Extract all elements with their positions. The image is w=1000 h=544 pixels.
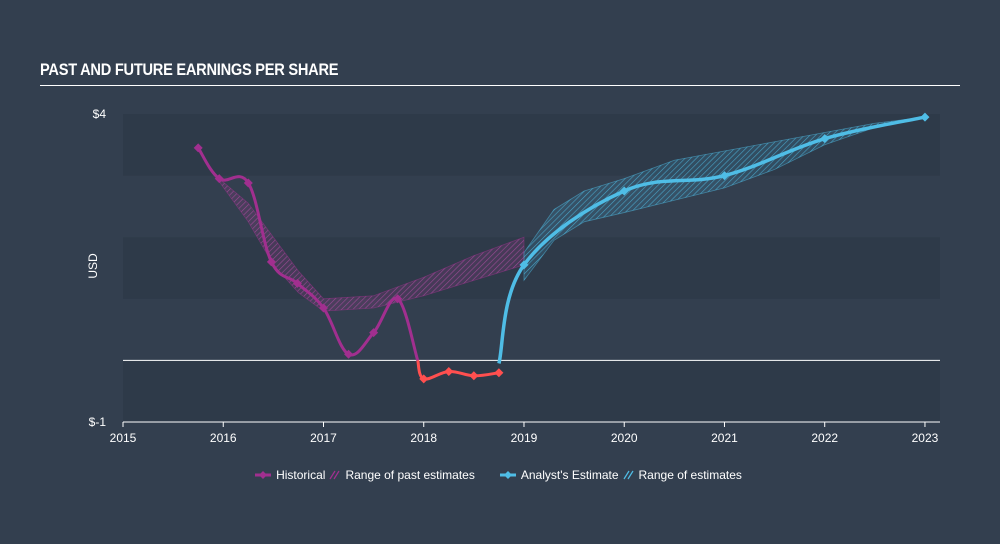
chart-title: PAST AND FUTURE EARNINGS PER SHARE [40, 60, 339, 79]
y-tick-label-bottom: $-1 [89, 415, 107, 429]
x-tick-label: 2018 [410, 431, 437, 445]
estimate-line [497, 115, 926, 364]
grid-band [123, 298, 940, 361]
legend-estimate-range-label: Range of estimates [638, 468, 742, 482]
x-tick-label: 2017 [310, 431, 337, 445]
legend-past-range-label: Range of past estimates [345, 468, 475, 482]
legend-future-group: Analyst's Estimate Range of estimates [499, 468, 746, 482]
x-tick-label: 2020 [611, 431, 638, 445]
x-tick-label: 2022 [811, 431, 838, 445]
estimate-point[interactable] [820, 134, 830, 144]
historical-point[interactable] [344, 349, 354, 359]
legend-past-group: Historical Range of past estimates [254, 468, 479, 482]
historical-point[interactable] [494, 368, 504, 378]
grid-band [123, 360, 940, 422]
estimate-range-swatch-icon [623, 470, 634, 480]
title-divider [40, 85, 960, 86]
x-tick-label: 2019 [511, 431, 538, 445]
historical-point[interactable] [469, 371, 479, 381]
x-tick-label: 2021 [711, 431, 738, 445]
historical-point[interactable] [393, 294, 403, 304]
estimate-point[interactable] [619, 186, 629, 196]
historical-line [196, 147, 420, 361]
historical-point[interactable] [214, 174, 224, 184]
historical-point[interactable] [419, 374, 429, 384]
x-axis-ticks: 2015 2016 2017 2018 2019 2020 2021 2022 2023 [110, 422, 939, 445]
historical-point[interactable] [292, 278, 302, 288]
estimate-point[interactable] [719, 171, 729, 181]
x-tick-label: 2023 [912, 431, 939, 445]
estimate-swatch-icon [499, 471, 516, 479]
y-tick-label-top: $4 [93, 107, 107, 121]
x-tick-label: 2015 [110, 431, 137, 445]
legend-historical[interactable]: Historical [254, 468, 325, 482]
legend-historical-label: Historical [276, 468, 326, 482]
y-axis-label: USD [86, 253, 100, 279]
x-tick-label: 2016 [210, 431, 237, 445]
historical-point[interactable] [193, 143, 203, 153]
series-markers [193, 112, 930, 384]
legend-estimate[interactable]: Analyst's Estimate [499, 468, 619, 482]
historical-point[interactable] [266, 257, 276, 267]
historical-point[interactable] [444, 366, 454, 376]
legend-estimate-label: Analyst's Estimate [520, 468, 619, 482]
historical-point[interactable] [318, 303, 328, 313]
historical-point[interactable] [369, 328, 379, 338]
historical-swatch-icon [255, 471, 272, 479]
estimate-point[interactable] [920, 112, 930, 122]
legend: Historical Range of past estimates Analy… [0, 468, 1000, 482]
legend-estimate-range[interactable]: Range of estimates [623, 468, 742, 482]
estimate-point[interactable] [519, 260, 529, 270]
historical-point[interactable] [243, 178, 253, 188]
past-range-swatch-icon [329, 470, 340, 480]
legend-past-range[interactable]: Range of past estimates [329, 468, 475, 482]
